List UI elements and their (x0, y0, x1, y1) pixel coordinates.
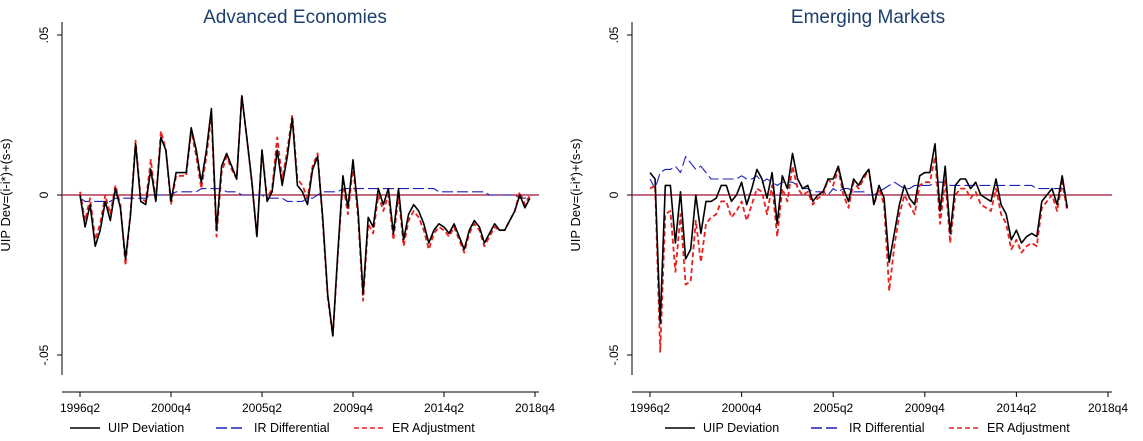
chart-panel-1: Advanced Economies -.05 0 .05 UIP Dev=(i-i*)… (0, 7, 555, 435)
legend-label: ER Adjustment (392, 421, 475, 435)
chart-panel-2: Emerging Markets -.05 0 .05 UIP Dev=(i-i*)+(… (568, 7, 1128, 435)
series-line-uip-deviation (649, 143, 1069, 324)
legend-label: ER Adjustment (987, 421, 1070, 435)
legend-label: UIP Deviation (108, 421, 184, 435)
x-tick-label: 2009q4 (333, 401, 373, 415)
y-tick-label: -.05 (37, 344, 51, 365)
series-line-uip-deviation (79, 95, 531, 337)
x-tick-label: 2000q4 (722, 401, 762, 415)
chart-title: Advanced Economies (203, 7, 387, 28)
x-tick-label: 2009q4 (905, 401, 945, 415)
y-tick-label: .05 (37, 26, 51, 43)
series-line-er-adjustment (649, 155, 1069, 353)
x-tick-label: 2014q2 (996, 401, 1036, 415)
x-tick-label: 2014q2 (424, 401, 464, 415)
legend-label: IR Differential (849, 421, 925, 435)
y-axis-label: UIP Dev=(i-i*)+(s-s) (0, 138, 13, 251)
x-tick-label: 2000q4 (151, 401, 191, 415)
x-tick-label: 2018q4 (1088, 401, 1128, 415)
legend-label: IR Differential (254, 421, 330, 435)
chart-title: Emerging Markets (791, 7, 945, 28)
x-tick-label: 2005q2 (242, 401, 282, 415)
legend-label: UIP Deviation (703, 421, 779, 435)
y-tick-label: 0 (607, 191, 621, 198)
x-tick-label: 1996q2 (60, 401, 100, 415)
y-axis-label: UIP Dev=(i-i*)+(s-s) (568, 138, 583, 251)
y-tick-label: .05 (607, 26, 621, 43)
y-tick-label: -.05 (607, 344, 621, 365)
x-tick-label: 2018q4 (515, 401, 555, 415)
series-line-er-adjustment (79, 94, 531, 337)
x-tick-label: 2005q2 (813, 401, 853, 415)
x-tick-label: 1996q2 (630, 401, 670, 415)
y-tick-label: 0 (37, 191, 51, 198)
